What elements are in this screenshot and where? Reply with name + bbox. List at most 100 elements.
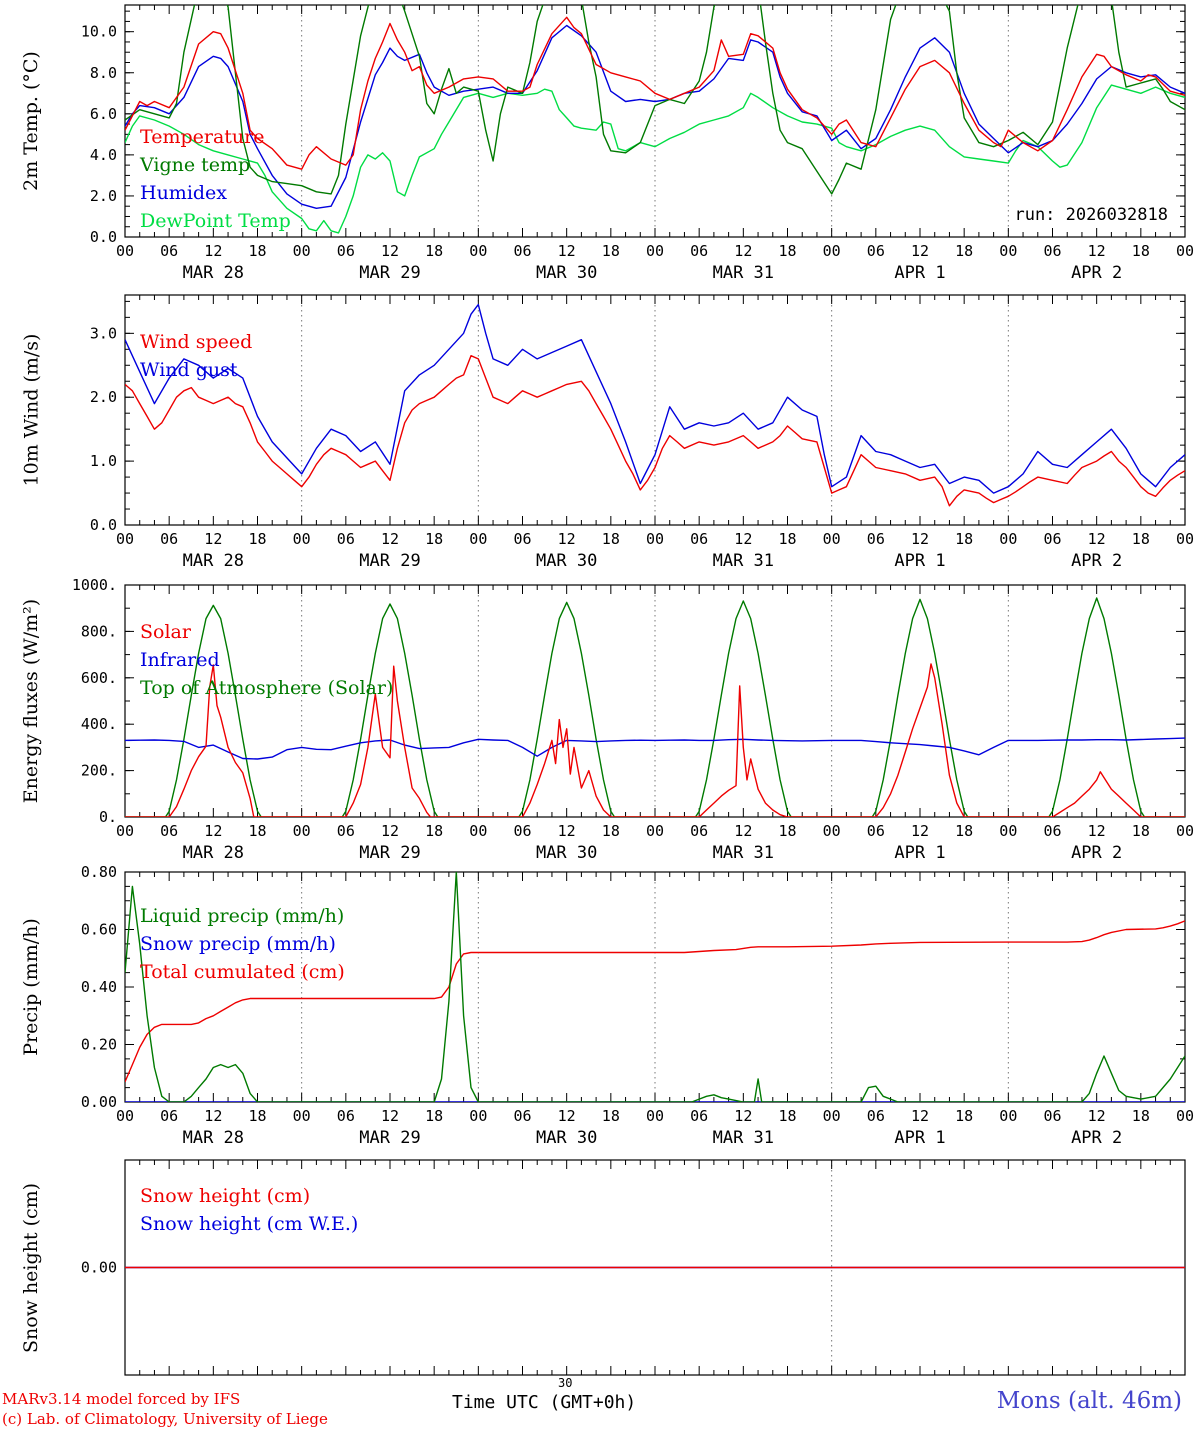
frame-number: 30: [558, 1376, 573, 1390]
panel-frame: [124, 4, 1186, 238]
station-label: Mons (alt. 46m): [996, 1388, 1182, 1414]
day-label: APR 2: [1071, 263, 1122, 283]
x-tick-label: 00: [999, 1107, 1017, 1125]
y-tick-label: 0.20: [81, 1036, 117, 1054]
series-line-humidex: [125, 24, 1185, 210]
y-axis-title-temperature: 2m Temp. (°C): [12, 5, 50, 237]
day-label: MAR 30: [536, 843, 597, 863]
x-tick-label: 00: [646, 1107, 664, 1125]
temperature-legend: Temperature Vigne temp Humidex DewPoint …: [140, 123, 291, 235]
x-tick-label: 00: [116, 822, 134, 840]
legend-item-infrared: Infrared: [140, 649, 220, 671]
legend-item-toa-solar: Top of Atmosphere (Solar): [140, 677, 394, 699]
x-tick-label: 06: [690, 242, 708, 260]
x-tick-label: 00: [1176, 1107, 1194, 1125]
run-label: run: 2026032818: [1014, 205, 1168, 225]
x-tick-label: 18: [1132, 242, 1150, 260]
day-label: MAR 28: [183, 1128, 244, 1148]
x-tick-label: 00: [116, 1107, 134, 1125]
x-tick-label: 00: [999, 822, 1017, 840]
x-tick-label: 06: [690, 530, 708, 548]
x-tick-label: 00: [823, 822, 841, 840]
y-tick-label: 200.: [81, 762, 117, 780]
series-line-dewpoint-temp: [125, 84, 1185, 234]
y-tick-label: 0.60: [81, 921, 117, 939]
day-label: APR 1: [894, 843, 945, 863]
y-tick-label: 1.0: [90, 452, 117, 470]
x-tick-label: 00: [823, 1107, 841, 1125]
x-tick-label: 12: [558, 822, 576, 840]
x-tick-label: 06: [160, 822, 178, 840]
x-tick-label: 18: [425, 822, 443, 840]
x-tick-label: 18: [248, 822, 266, 840]
x-tick-label: 18: [248, 1107, 266, 1125]
x-tick-label: 12: [381, 822, 399, 840]
day-label: MAR 31: [713, 1128, 774, 1148]
x-tick-label: 00: [293, 822, 311, 840]
x-tick-label: 12: [204, 822, 222, 840]
day-label: MAR 29: [359, 263, 420, 283]
y-tick-label: 0.0: [90, 228, 117, 246]
x-tick-label: 12: [911, 822, 929, 840]
y-tick-label: 6.0: [90, 105, 117, 123]
series-line-liquid-precip-mm-h: [125, 872, 1185, 1102]
x-tick-label: 12: [1088, 1107, 1106, 1125]
x-tick-label: 06: [160, 1107, 178, 1125]
snow-legend: Snow height (cm) Snow height (cm W.E.): [140, 1182, 358, 1238]
x-tick-label: 06: [867, 242, 885, 260]
x-tick-label: 18: [602, 1107, 620, 1125]
x-tick-label: 18: [1132, 1107, 1150, 1125]
x-tick-label: 12: [734, 530, 752, 548]
series-line-temperature: [125, 16, 1185, 170]
y-tick-label: 0.00: [81, 1259, 117, 1277]
x-tick-label: 18: [955, 822, 973, 840]
legend-item-liquid-precip: Liquid precip (mm/h): [140, 905, 345, 927]
day-label: APR 1: [894, 1128, 945, 1148]
x-tick-label: 00: [116, 242, 134, 260]
day-label: MAR 29: [359, 843, 420, 863]
series-line-wind-speed: [125, 355, 1185, 507]
y-tick-label: 400.: [81, 715, 117, 733]
y-tick-label: 3.0: [90, 324, 117, 342]
x-tick-label: 06: [513, 242, 531, 260]
x-tick-label: 12: [734, 822, 752, 840]
x-tick-label: 06: [513, 1107, 531, 1125]
x-tick-label: 18: [1132, 530, 1150, 548]
x-tick-label: 12: [911, 530, 929, 548]
x-tick-label: 12: [1088, 822, 1106, 840]
x-tick-label: 00: [999, 242, 1017, 260]
legend-item-snow-height-we: Snow height (cm W.E.): [140, 1213, 359, 1235]
x-tick-label: 06: [690, 1107, 708, 1125]
x-tick-label: 12: [558, 1107, 576, 1125]
y-tick-label: 600.: [81, 669, 117, 687]
x-tick-label: 00: [469, 242, 487, 260]
legend-item-dewpoint: DewPoint Temp: [140, 210, 291, 232]
y-axis-title-snow: Snow height (cm): [12, 1160, 50, 1375]
day-label: APR 2: [1071, 551, 1122, 571]
series-line-vigne-temp: [125, 5, 1185, 195]
y-axis-title-text: 2m Temp. (°C): [20, 51, 42, 191]
x-tick-label: 06: [513, 822, 531, 840]
x-tick-label: 12: [1088, 530, 1106, 548]
x-tick-label: 00: [293, 1107, 311, 1125]
x-tick-label: 18: [248, 242, 266, 260]
x-tick-label: 06: [867, 822, 885, 840]
x-tick-label: 12: [558, 242, 576, 260]
y-axis-title-text: Snow height (cm): [20, 1182, 43, 1353]
day-label: APR 2: [1071, 1128, 1122, 1148]
y-tick-label: 10.0: [81, 23, 117, 41]
y-tick-label: 2.0: [90, 187, 117, 205]
y-axis-title-wind: 10m Wind (m/s): [12, 295, 50, 525]
x-tick-label: 00: [116, 530, 134, 548]
x-tick-label: 00: [293, 242, 311, 260]
x-tick-label: 00: [1176, 242, 1194, 260]
day-label: APR 2: [1071, 843, 1122, 863]
series-line-total-cumulated-cm: [125, 920, 1185, 1083]
precip-legend: Liquid precip (mm/h) Snow precip (mm/h) …: [140, 902, 345, 986]
x-tick-label: 12: [204, 530, 222, 548]
x-axis-title: Time UTC (GMT+0h): [452, 1392, 637, 1413]
legend-item-vigne-temp: Vigne temp: [140, 154, 251, 176]
y-tick-label: 0.: [99, 808, 117, 826]
day-label: MAR 31: [713, 551, 774, 571]
